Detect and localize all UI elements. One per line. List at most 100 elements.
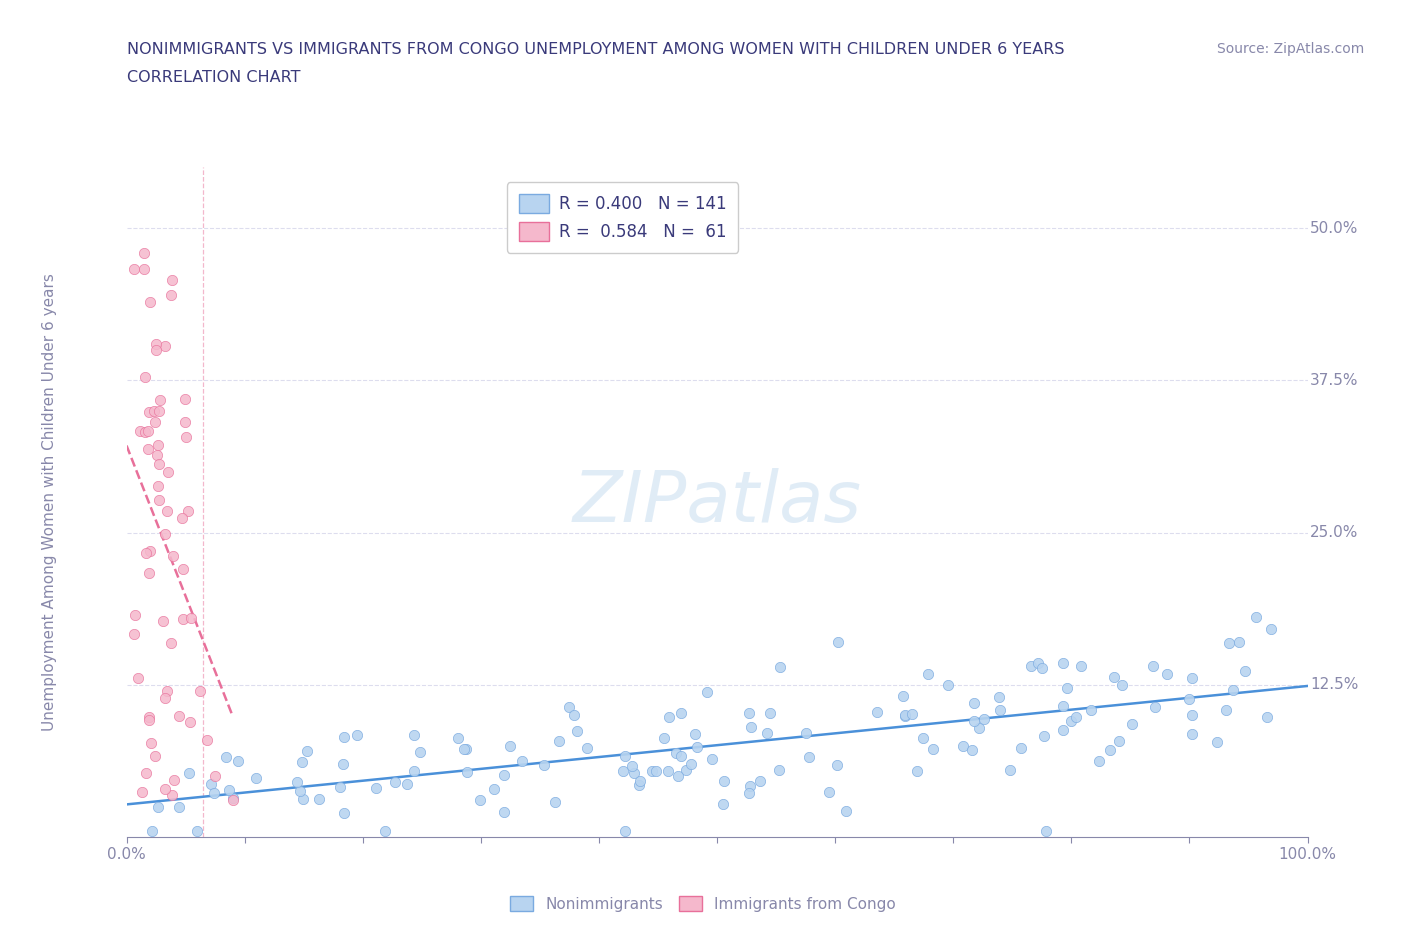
Point	[835, 804, 858, 818]
Point	[163, 773, 186, 788]
Point	[614, 749, 637, 764]
Point	[1256, 710, 1278, 724]
Point	[162, 788, 184, 803]
Point	[346, 727, 368, 742]
Point	[148, 799, 170, 814]
Point	[794, 725, 817, 740]
Point	[148, 478, 170, 493]
Point	[127, 671, 149, 685]
Text: CORRELATION CHART: CORRELATION CHART	[127, 70, 299, 85]
Point	[226, 753, 249, 768]
Point	[866, 705, 889, 720]
Point	[963, 713, 986, 728]
Point	[1070, 659, 1092, 674]
Point	[740, 719, 762, 734]
Point	[404, 764, 426, 778]
Point	[128, 424, 150, 439]
Point	[1227, 634, 1250, 649]
Point	[1088, 754, 1111, 769]
Point	[827, 634, 849, 649]
Point	[453, 741, 475, 756]
Point	[142, 404, 165, 418]
Point	[186, 823, 208, 838]
Point	[395, 777, 418, 791]
Point	[159, 635, 181, 650]
Point	[134, 425, 156, 440]
Point	[134, 369, 156, 384]
Point	[155, 690, 177, 705]
Point	[218, 782, 240, 797]
Point	[374, 823, 396, 838]
Point	[1222, 683, 1244, 698]
Text: Unemployment Among Women with Children Under 6 years: Unemployment Among Women with Children U…	[42, 273, 58, 731]
Point	[143, 415, 166, 430]
Point	[135, 765, 157, 780]
Point	[901, 707, 924, 722]
Point	[1052, 698, 1074, 713]
Point	[565, 724, 588, 738]
Point	[167, 709, 190, 724]
Point	[160, 287, 183, 302]
Point	[681, 757, 703, 772]
Point	[139, 736, 162, 751]
Point	[1010, 740, 1032, 755]
Point	[905, 764, 928, 778]
Point	[702, 751, 724, 766]
Point	[749, 773, 772, 788]
Point	[1143, 699, 1166, 714]
Point	[564, 708, 586, 723]
Point	[967, 720, 990, 735]
Point	[973, 711, 995, 726]
Point	[160, 272, 183, 287]
Point	[1056, 681, 1078, 696]
Point	[138, 712, 160, 727]
Point	[675, 763, 697, 777]
Point	[952, 738, 974, 753]
Point	[329, 779, 352, 794]
Point	[156, 464, 179, 479]
Point	[179, 715, 201, 730]
Point	[628, 773, 651, 788]
Point	[1064, 710, 1087, 724]
Point	[665, 745, 688, 760]
Point	[921, 741, 943, 756]
Point	[1233, 663, 1256, 678]
Point	[172, 562, 194, 577]
Point	[135, 546, 157, 561]
Point	[148, 437, 170, 452]
Point	[1031, 661, 1053, 676]
Point	[797, 750, 820, 764]
Point	[180, 610, 202, 625]
Point	[138, 405, 160, 419]
Point	[333, 730, 356, 745]
Point	[492, 804, 515, 819]
Point	[492, 767, 515, 782]
Point	[172, 612, 194, 627]
Point	[366, 780, 388, 795]
Point	[510, 753, 533, 768]
Point	[645, 764, 668, 778]
Point	[167, 799, 190, 814]
Point	[156, 504, 179, 519]
Point	[245, 770, 267, 785]
Point	[155, 339, 177, 353]
Point	[620, 758, 643, 773]
Point	[769, 659, 792, 674]
Point	[138, 710, 160, 724]
Text: 25.0%: 25.0%	[1310, 525, 1358, 540]
Point	[1244, 609, 1267, 624]
Point	[1108, 733, 1130, 748]
Point	[138, 566, 160, 581]
Point	[988, 689, 1011, 704]
Point	[152, 614, 174, 629]
Point	[1181, 708, 1204, 723]
Point	[408, 744, 430, 759]
Point	[332, 756, 354, 771]
Point	[172, 511, 194, 525]
Point	[222, 793, 245, 808]
Point	[1052, 723, 1074, 737]
Point	[174, 414, 197, 429]
Point	[177, 503, 200, 518]
Point	[174, 392, 197, 406]
Point	[575, 740, 598, 755]
